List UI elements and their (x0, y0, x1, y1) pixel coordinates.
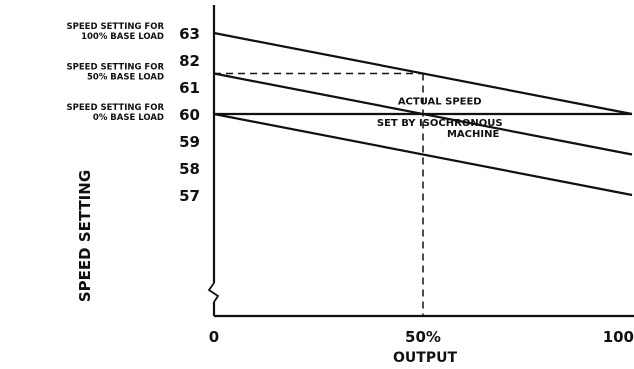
base-load-annotation-2: SPEED SETTING FOR 50% BASE LOAD (67, 63, 165, 83)
base-load-annotation-1: SPEED SETTING FOR 100% BASE LOAD (67, 22, 165, 42)
y-tick-label: 63 (179, 25, 200, 43)
series-line-1 (213, 31, 633, 116)
y-tick-label: 60 (179, 106, 200, 124)
left-annotations: SPEED SETTING FOR 100% BASE LOAD SPEED SET… (67, 22, 165, 123)
tick-labels: 63 82 61 60 59 58 57 0 50% 100 (179, 25, 634, 346)
series-line-3 (213, 112, 633, 197)
x-tick-label: 50% (405, 328, 441, 346)
y-tick-label: 58 (179, 160, 200, 178)
reference-lines (214, 72, 424, 316)
chart-annotation-3: MACHINE (447, 129, 499, 140)
y-tick-label: 61 (179, 79, 200, 97)
x-axis-label: OUTPUT (393, 350, 457, 366)
y-axis-label: SPEED SETTING (76, 170, 94, 302)
x-tick-label: 0 (209, 328, 219, 346)
y-tick-label: 82 (179, 52, 200, 70)
y-tick-label: 57 (179, 187, 200, 205)
chart-annotation-1: ACTUAL SPEED (398, 97, 482, 108)
y-tick-label: 59 (179, 133, 200, 151)
axes (207, 5, 634, 318)
base-load-annotation-3: SPEED SETTING FOR 0% BASE LOAD (67, 103, 165, 123)
axis-break-mark (207, 282, 220, 303)
series-lines (213, 31, 633, 197)
x-tick-label: 100 (603, 328, 634, 346)
chart-annotation-2: SET BY ISOCHRONOUS (377, 118, 503, 129)
